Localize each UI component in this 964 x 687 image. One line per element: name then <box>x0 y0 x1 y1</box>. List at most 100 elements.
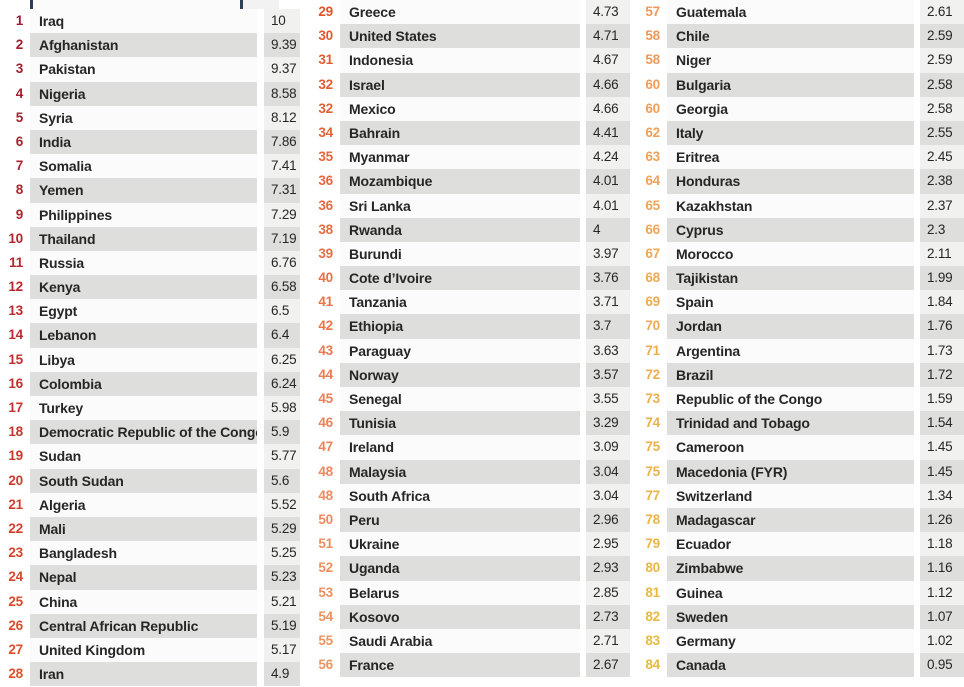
table-row[interactable]: 83 Germany 1.02 <box>630 628 964 654</box>
table-row[interactable]: 2 Afghanistan 9.39 <box>0 33 300 58</box>
table-row[interactable]: 17 Turkey 5.98 <box>0 396 300 421</box>
table-row[interactable]: 60 Bulgaria 2.58 <box>630 72 964 97</box>
table-row[interactable]: 51 Ukraine 2.95 <box>303 532 630 557</box>
table-row[interactable]: 58 Niger 2.59 <box>630 48 964 73</box>
table-row[interactable]: 32 Mexico 4.66 <box>303 96 630 121</box>
table-row[interactable]: 36 Mozambique 4.01 <box>303 169 630 194</box>
table-row[interactable]: 11 Russia 6.76 <box>0 250 300 276</box>
table-row[interactable]: 22 Mali 5.29 <box>0 516 300 542</box>
table-row[interactable]: 53 Belarus 2.85 <box>303 580 630 605</box>
table-row[interactable]: 39 Burundi 3.97 <box>303 241 630 267</box>
metric-value: 6.24 <box>264 371 300 396</box>
rank-number: 27 <box>8 641 23 657</box>
table-row[interactable]: 44 Norway 3.57 <box>303 362 630 387</box>
table-row[interactable]: 10 Thailand 7.19 <box>0 226 300 251</box>
table-row[interactable]: 84 Canada 0.95 <box>630 653 964 678</box>
country-name: Morocco <box>667 241 914 267</box>
table-row[interactable]: 77 Switzerland 1.34 <box>630 483 964 508</box>
table-row[interactable]: 69 Spain 1.84 <box>630 290 964 315</box>
table-row[interactable]: 57 Guatemala 2.61 <box>630 0 964 25</box>
table-row[interactable]: 43 Paraguay 3.63 <box>303 338 630 363</box>
country-name: Canada <box>667 653 914 678</box>
table-row[interactable]: 14 Lebanon 6.4 <box>0 323 300 348</box>
table-row[interactable]: 75 Macedonia (FYR) 1.45 <box>630 459 964 484</box>
rank-number: 46 <box>318 415 333 431</box>
table-row[interactable]: 63 Eritrea 2.45 <box>630 145 964 170</box>
table-row[interactable]: 21 Algeria 5.52 <box>0 492 300 517</box>
table-row[interactable]: 32 Israel 4.66 <box>303 72 630 97</box>
table-row[interactable]: 7 Somalia 7.41 <box>0 154 300 179</box>
table-row[interactable]: 75 Cameroon 1.45 <box>630 435 964 460</box>
table-row[interactable]: 64 Honduras 2.38 <box>630 169 964 194</box>
table-row[interactable]: 66 Cyprus 2.3 <box>630 217 964 242</box>
table-row[interactable]: 1 Iraq 10 <box>0 9 300 34</box>
table-row[interactable]: 48 Malaysia 3.04 <box>303 459 630 484</box>
table-row[interactable]: 16 Colombia 6.24 <box>0 371 300 396</box>
table-row[interactable]: 20 South Sudan 5.6 <box>0 468 300 493</box>
country-name: Rwanda <box>340 217 580 242</box>
table-row[interactable]: 73 Republic of the Congo 1.59 <box>630 387 964 412</box>
table-row[interactable]: 34 Bahrain 4.41 <box>303 120 630 146</box>
table-row[interactable]: 29 Greece 4.73 <box>303 0 630 25</box>
table-row[interactable]: 6 India 7.86 <box>0 129 300 155</box>
metric-value: 5.25 <box>264 541 300 566</box>
rank-number: 56 <box>318 657 333 673</box>
table-row[interactable]: 25 China 5.21 <box>0 589 300 614</box>
table-row[interactable]: 23 Bangladesh 5.25 <box>0 541 300 566</box>
table-row[interactable]: 48 South Africa 3.04 <box>303 483 630 508</box>
metric-value: 1.45 <box>920 435 964 460</box>
table-row[interactable]: 46 Tunisia 3.29 <box>303 411 630 436</box>
table-row[interactable]: 47 Ireland 3.09 <box>303 435 630 460</box>
table-row[interactable]: 45 Senegal 3.55 <box>303 387 630 412</box>
table-row[interactable]: 72 Brazil 1.72 <box>630 362 964 387</box>
table-row[interactable]: 81 Guinea 1.12 <box>630 580 964 605</box>
table-row[interactable]: 55 Saudi Arabia 2.71 <box>303 628 630 654</box>
table-row[interactable]: 50 Peru 2.96 <box>303 507 630 533</box>
table-row[interactable]: 54 Kosovo 2.73 <box>303 604 630 629</box>
table-row[interactable]: 3 Pakistan 9.37 <box>0 57 300 82</box>
table-row[interactable]: 82 Sweden 1.07 <box>630 604 964 629</box>
table-row[interactable]: 24 Nepal 5.23 <box>0 565 300 590</box>
table-row[interactable]: 8 Yemen 7.31 <box>0 178 300 203</box>
table-row[interactable]: 35 Myanmar 4.24 <box>303 145 630 170</box>
table-row[interactable]: 70 Jordan 1.76 <box>630 314 964 339</box>
rank-number: 62 <box>645 124 660 140</box>
table-row[interactable]: 18 Democratic Republic of the Congo 5.9 <box>0 420 300 445</box>
table-row[interactable]: 52 Uganda 2.93 <box>303 556 630 581</box>
table-row[interactable]: 13 Egypt 6.5 <box>0 299 300 324</box>
table-row[interactable]: 78 Madagascar 1.26 <box>630 507 964 533</box>
table-row[interactable]: 42 Ethiopia 3.7 <box>303 314 630 339</box>
table-row[interactable]: 38 Rwanda 4 <box>303 217 630 242</box>
table-row[interactable]: 27 United Kingdom 5.17 <box>0 637 300 663</box>
table-row[interactable]: 28 Iran 4.9 <box>0 662 300 687</box>
metric-value: 4.67 <box>586 48 630 73</box>
table-row[interactable]: 26 Central African Republic 5.19 <box>0 613 300 638</box>
table-row[interactable]: 79 Ecuador 1.18 <box>630 532 964 557</box>
country-name: Senegal <box>340 387 580 412</box>
table-row[interactable]: 36 Sri Lanka 4.01 <box>303 193 630 218</box>
table-row[interactable]: 80 Zimbabwe 1.16 <box>630 556 964 581</box>
table-row[interactable]: 56 France 2.67 <box>303 653 630 678</box>
table-row[interactable]: 65 Kazakhstan 2.37 <box>630 193 964 218</box>
rank-number: 83 <box>645 632 660 648</box>
table-row[interactable]: 68 Tajikistan 1.99 <box>630 266 964 291</box>
table-row[interactable]: 62 Italy 2.55 <box>630 120 964 146</box>
table-row[interactable]: 41 Tanzania 3.71 <box>303 290 630 315</box>
table-row[interactable]: 60 Georgia 2.58 <box>630 96 964 121</box>
table-row[interactable]: 30 United States 4.71 <box>303 24 630 49</box>
table-row[interactable]: 4 Nigeria 8.58 <box>0 81 300 106</box>
metric-value: 6.58 <box>264 275 300 300</box>
table-row[interactable]: 5 Syria 8.12 <box>0 105 300 130</box>
table-row[interactable]: 58 Chile 2.59 <box>630 24 964 49</box>
table-row[interactable]: 71 Argentina 1.73 <box>630 338 964 363</box>
table-row[interactable]: 74 Trinidad and Tobago 1.54 <box>630 411 964 436</box>
metric-value: 6.76 <box>264 250 300 276</box>
table-row[interactable]: 67 Morocco 2.11 <box>630 241 964 267</box>
table-row[interactable]: 9 Philippines 7.29 <box>0 202 300 227</box>
table-row[interactable]: 12 Kenya 6.58 <box>0 275 300 300</box>
table-row[interactable]: 40 Cote d’Ivoire 3.76 <box>303 266 630 291</box>
table-row[interactable]: 15 Libya 6.25 <box>0 347 300 372</box>
country-name: Lebanon <box>30 323 257 348</box>
table-row[interactable]: 31 Indonesia 4.67 <box>303 48 630 73</box>
table-row[interactable]: 19 Sudan 5.77 <box>0 444 300 469</box>
